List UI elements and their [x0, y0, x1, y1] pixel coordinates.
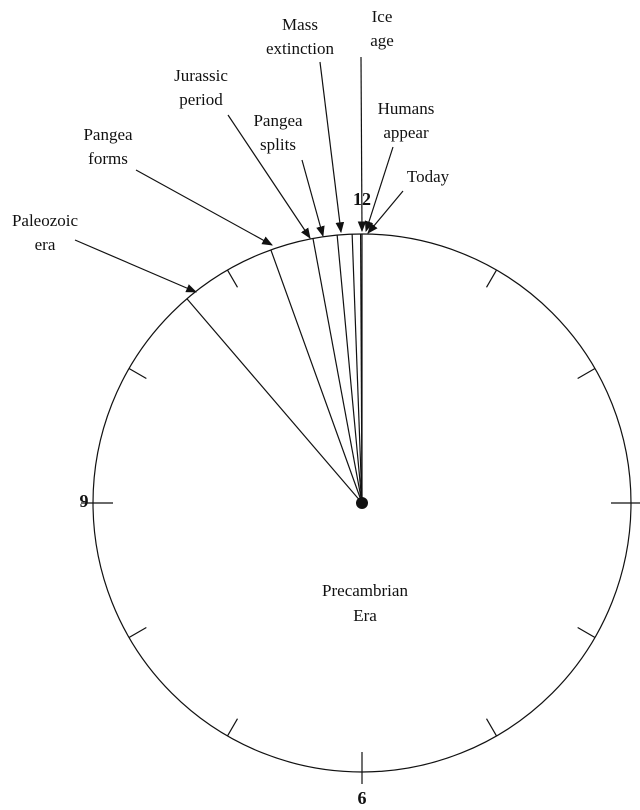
tick	[128, 626, 147, 639]
arrow	[357, 56, 367, 233]
radial-line	[312, 238, 363, 504]
hour-label: 6	[358, 788, 367, 808]
tick	[128, 367, 147, 380]
arrows	[74, 56, 404, 293]
tick	[577, 367, 596, 380]
event-label: Today	[407, 167, 450, 186]
radial-line	[336, 235, 363, 504]
arrow	[227, 114, 311, 239]
event-label: Mass	[282, 15, 318, 34]
radial-line	[270, 249, 363, 504]
event-label: appear	[383, 123, 429, 142]
event-label: splits	[260, 135, 296, 154]
center-label: Era	[353, 606, 377, 625]
event-label: period	[179, 90, 223, 109]
event-label: extinction	[266, 39, 334, 58]
event-label: Jurassic	[174, 66, 228, 85]
event-label: Pangea	[253, 111, 303, 130]
radial-line	[186, 298, 363, 504]
arrow	[135, 169, 273, 246]
arrow	[319, 61, 345, 234]
tick	[485, 269, 498, 288]
tick	[226, 718, 239, 737]
event-label: Ice	[372, 7, 393, 26]
arrow	[364, 146, 394, 233]
ticks	[81, 269, 640, 784]
tick	[226, 269, 239, 288]
radial-line	[359, 234, 363, 504]
radial-line	[351, 234, 363, 504]
arrow	[74, 239, 197, 293]
event-label: Pangea	[83, 125, 133, 144]
tick	[485, 718, 498, 737]
event-label: Paleozoic	[12, 211, 79, 230]
clock-center	[356, 497, 368, 509]
radial-lines	[186, 234, 363, 504]
event-label: Humans	[378, 99, 435, 118]
center-label: Precambrian	[322, 581, 408, 600]
event-label: era	[35, 235, 56, 254]
arrow	[367, 190, 404, 234]
event-label: forms	[88, 149, 128, 168]
event-label: age	[370, 31, 394, 50]
tick	[577, 626, 596, 639]
arrow	[301, 159, 325, 238]
hour-label: 9	[80, 491, 89, 511]
